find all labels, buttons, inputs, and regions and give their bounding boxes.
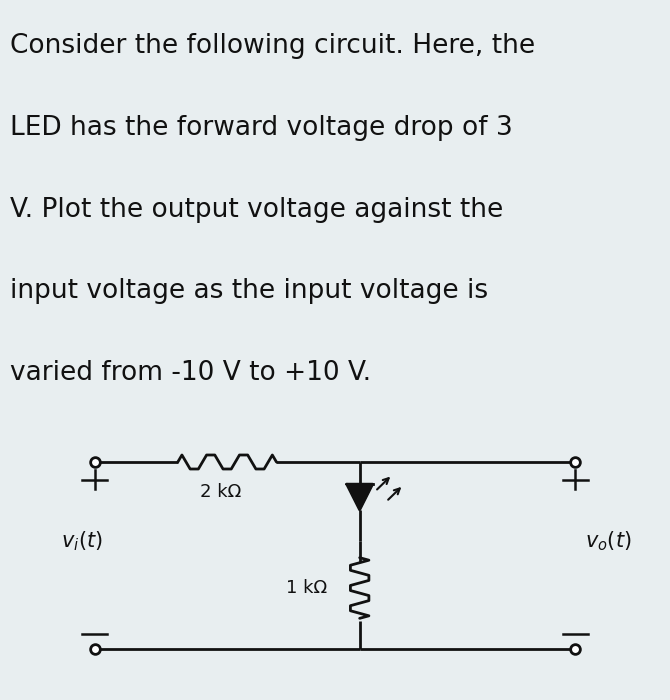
Text: $v_o(t)$: $v_o(t)$ [585,529,631,553]
Polygon shape [346,484,373,510]
Text: LED has the forward voltage drop of 3: LED has the forward voltage drop of 3 [10,115,513,141]
Text: 2 kΩ: 2 kΩ [200,483,242,501]
Text: input voltage as the input voltage is: input voltage as the input voltage is [10,279,488,304]
Text: 1 kΩ: 1 kΩ [287,579,328,597]
Text: V. Plot the output voltage against the: V. Plot the output voltage against the [10,197,503,223]
Text: Consider the following circuit. Here, the: Consider the following circuit. Here, th… [10,33,535,59]
Text: varied from -10 V to +10 V.: varied from -10 V to +10 V. [10,360,371,386]
Text: $v_i(t)$: $v_i(t)$ [61,529,103,553]
